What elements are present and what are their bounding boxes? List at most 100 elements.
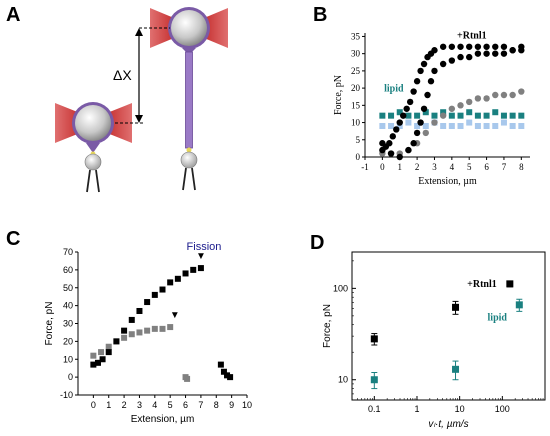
y-tick-label: 40 xyxy=(63,301,73,311)
data-point-lipid xyxy=(474,112,481,119)
laser-cone-right-icon xyxy=(107,103,132,143)
data-point-lipid xyxy=(457,112,464,119)
y-tick-label: 30 xyxy=(351,49,361,59)
data-point-lipid xyxy=(422,109,429,116)
annotation-rtnl1: +Rtnl1 xyxy=(457,30,487,41)
data-point-rtnl1 xyxy=(94,359,101,366)
x-tick-label: -1 xyxy=(361,162,369,172)
data-point-lipid-light xyxy=(500,119,507,126)
arrowhead-marker-icon: ▼ xyxy=(170,310,180,321)
bead-large-icon xyxy=(171,10,207,46)
data-point-rtnl1 xyxy=(136,307,143,314)
membrane-neck xyxy=(86,143,100,153)
x-tick-label: 0.1 xyxy=(368,404,381,414)
data-point-rtnl1-extension xyxy=(406,98,414,106)
data-point-rtnl1-gray xyxy=(483,95,490,102)
data-point-rtnl1-extension xyxy=(413,78,421,85)
x-axis-label: Extension, µm xyxy=(131,414,195,425)
data-point-lipid xyxy=(151,325,158,332)
data-point-lipid xyxy=(431,112,438,119)
data-point-black-drop xyxy=(227,374,234,381)
data-point-rtnl1 xyxy=(159,286,166,293)
x-tick-label: 6 xyxy=(484,162,489,172)
trap-assembly-long xyxy=(150,7,228,191)
contact-point xyxy=(186,147,192,153)
panel-letter-b: B xyxy=(313,4,328,26)
data-point-rtnl1-extension xyxy=(474,43,482,50)
y-axis-label: Force, pN xyxy=(322,304,333,348)
data-point-lipid xyxy=(388,112,395,119)
data-point-lipid-light xyxy=(388,123,395,129)
panel-letter-c: C xyxy=(6,228,21,250)
panel-letter-d: D xyxy=(310,232,325,254)
x-tick-label: 3 xyxy=(137,400,142,410)
x-tick-label: 8 xyxy=(519,162,524,172)
data-point-rtnl1-extension xyxy=(431,47,438,54)
data-point-rtnl1-extension xyxy=(420,60,428,68)
data-point-lipid xyxy=(440,109,447,116)
data-point-rtnl1-extension xyxy=(396,119,403,126)
y-tick-label: 10 xyxy=(351,118,361,128)
data-point-lipid-light xyxy=(396,123,403,129)
data-point-rtnl1-extension xyxy=(500,43,508,50)
laser-cone-left-icon xyxy=(55,103,80,143)
data-point-rtnl1-retraction xyxy=(457,53,464,61)
data-point-rtnl1-retraction xyxy=(396,153,403,161)
data-point-rtnl1 xyxy=(144,299,151,306)
data-point-rtnl1-extension xyxy=(400,112,407,119)
data-point-rtnl1-retraction xyxy=(417,119,424,126)
data-point-lipid-light xyxy=(422,123,429,129)
y-tick-label: 70 xyxy=(63,247,73,257)
data-point-rtnl1 xyxy=(190,266,197,273)
arrowhead-marker-icon: ▼ xyxy=(196,251,206,262)
data-point-lipid xyxy=(98,349,105,356)
membrane-neck xyxy=(182,48,196,55)
data-point-rtnl1 xyxy=(105,349,112,356)
y-tick-label: 30 xyxy=(63,319,73,329)
data-point-rtnl1-extension xyxy=(483,43,490,50)
data-point-lipid xyxy=(466,109,473,116)
data-point-rtnl1-retraction xyxy=(431,67,438,75)
data-point-rtnl1 xyxy=(370,335,378,343)
data-point-rtnl1-retraction xyxy=(413,129,421,137)
pipette-right-icon xyxy=(191,167,196,191)
annotation-rtnl1: +Rtnl1 xyxy=(467,279,497,290)
data-point-rtnl1 xyxy=(197,265,204,272)
data-point-lipid xyxy=(136,329,143,336)
data-point-rtnl1 xyxy=(167,279,174,286)
y-tick-label: -10 xyxy=(60,390,73,400)
data-point-gray-drop xyxy=(184,375,191,382)
data-point-lipid xyxy=(128,331,135,338)
x-axis-label: Extension, µm xyxy=(418,176,477,187)
data-point-lipid-light xyxy=(448,123,455,129)
data-point-rtnl1-retraction xyxy=(424,91,431,99)
panel-a-schematic: ΔX xyxy=(55,7,228,193)
y-tick-label: 20 xyxy=(63,336,73,346)
y-tick-label: 10 xyxy=(63,354,73,364)
data-point-rtnl1-gray xyxy=(457,102,464,109)
data-point-lipid xyxy=(515,301,523,309)
data-point-rtnl1-retraction xyxy=(474,50,482,57)
data-point-lipid xyxy=(509,112,516,119)
x-tick-label: 9 xyxy=(229,400,234,410)
data-point-black-drop xyxy=(224,372,231,379)
data-point-rtnl1-retraction xyxy=(420,105,428,112)
data-point-rtnl1-retraction xyxy=(405,146,412,154)
y-tick-label: 15 xyxy=(351,100,361,110)
data-point-rtnl1-retraction xyxy=(387,150,395,157)
delta-x-label: ΔX xyxy=(113,67,132,83)
data-point-rtnl1-extension xyxy=(448,43,456,50)
x-tick-label: 4 xyxy=(152,400,157,410)
data-point-rtnl1-retraction xyxy=(439,60,447,68)
x-tick-label: 5 xyxy=(168,400,173,410)
x-tick-label: 7 xyxy=(198,400,203,410)
data-point-lipid-light xyxy=(379,123,386,129)
x-tick-label: 5 xyxy=(467,162,472,172)
data-point-rtnl1-gray xyxy=(448,105,456,112)
x-tick-label: 8 xyxy=(214,400,219,410)
data-point-rtnl1-gray xyxy=(422,129,429,137)
data-point-rtnl1 xyxy=(121,327,128,334)
data-point-rtnl1-gray xyxy=(474,95,482,102)
